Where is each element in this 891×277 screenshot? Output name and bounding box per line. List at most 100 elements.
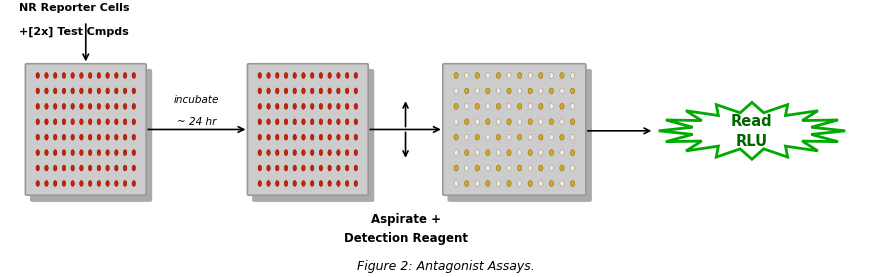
Ellipse shape: [123, 119, 127, 125]
Ellipse shape: [275, 119, 279, 125]
Ellipse shape: [79, 119, 83, 125]
Ellipse shape: [549, 181, 553, 186]
Ellipse shape: [486, 150, 490, 156]
Ellipse shape: [337, 88, 340, 94]
Ellipse shape: [539, 119, 543, 125]
Ellipse shape: [319, 103, 323, 109]
Ellipse shape: [293, 150, 297, 156]
Ellipse shape: [275, 73, 279, 78]
FancyBboxPatch shape: [448, 70, 591, 201]
Ellipse shape: [475, 150, 479, 156]
Ellipse shape: [486, 103, 490, 109]
Ellipse shape: [464, 134, 469, 140]
FancyBboxPatch shape: [253, 70, 373, 201]
Ellipse shape: [132, 103, 135, 109]
Ellipse shape: [258, 88, 262, 94]
Text: Aspirate +: Aspirate +: [371, 213, 440, 226]
Ellipse shape: [62, 88, 66, 94]
Ellipse shape: [464, 119, 469, 125]
Ellipse shape: [454, 181, 458, 186]
Ellipse shape: [328, 103, 331, 109]
Ellipse shape: [454, 119, 458, 125]
Ellipse shape: [337, 119, 340, 125]
Ellipse shape: [106, 119, 110, 125]
Ellipse shape: [518, 103, 522, 109]
Ellipse shape: [79, 134, 83, 140]
Ellipse shape: [53, 88, 57, 94]
Ellipse shape: [310, 73, 314, 78]
Ellipse shape: [507, 165, 511, 171]
Ellipse shape: [354, 134, 357, 140]
FancyBboxPatch shape: [248, 64, 368, 195]
Ellipse shape: [475, 165, 479, 171]
Ellipse shape: [319, 88, 323, 94]
Ellipse shape: [464, 150, 469, 156]
Ellipse shape: [454, 134, 458, 140]
Ellipse shape: [570, 73, 575, 78]
Ellipse shape: [518, 73, 522, 78]
Ellipse shape: [88, 134, 92, 140]
Ellipse shape: [302, 103, 306, 109]
Ellipse shape: [36, 73, 39, 78]
Ellipse shape: [115, 150, 119, 156]
Ellipse shape: [354, 103, 357, 109]
Ellipse shape: [475, 134, 479, 140]
Ellipse shape: [486, 181, 490, 186]
Ellipse shape: [507, 134, 511, 140]
Ellipse shape: [45, 165, 48, 171]
Ellipse shape: [319, 73, 323, 78]
Ellipse shape: [539, 165, 543, 171]
Text: +[2x] Test Cmpds: +[2x] Test Cmpds: [19, 27, 129, 37]
Ellipse shape: [53, 134, 57, 140]
Ellipse shape: [560, 119, 564, 125]
Ellipse shape: [62, 103, 66, 109]
Ellipse shape: [560, 181, 564, 186]
Ellipse shape: [346, 88, 349, 94]
Ellipse shape: [528, 181, 532, 186]
Ellipse shape: [528, 73, 532, 78]
Ellipse shape: [79, 181, 83, 186]
Ellipse shape: [310, 103, 314, 109]
Text: ~ 24 hr: ~ 24 hr: [177, 117, 217, 127]
Ellipse shape: [258, 73, 262, 78]
Ellipse shape: [539, 73, 543, 78]
Ellipse shape: [570, 181, 575, 186]
Ellipse shape: [62, 165, 66, 171]
Ellipse shape: [310, 134, 314, 140]
Ellipse shape: [507, 73, 511, 78]
Ellipse shape: [284, 181, 288, 186]
Ellipse shape: [560, 165, 564, 171]
Ellipse shape: [45, 150, 48, 156]
Ellipse shape: [496, 88, 501, 94]
Ellipse shape: [319, 119, 323, 125]
Ellipse shape: [45, 119, 48, 125]
Ellipse shape: [310, 150, 314, 156]
Ellipse shape: [71, 88, 75, 94]
Ellipse shape: [528, 103, 532, 109]
Ellipse shape: [106, 103, 110, 109]
Polygon shape: [658, 102, 846, 159]
Ellipse shape: [302, 88, 306, 94]
Ellipse shape: [346, 165, 349, 171]
Ellipse shape: [79, 88, 83, 94]
Ellipse shape: [354, 119, 357, 125]
Ellipse shape: [284, 119, 288, 125]
Ellipse shape: [266, 134, 270, 140]
Ellipse shape: [123, 88, 127, 94]
Ellipse shape: [346, 181, 349, 186]
Ellipse shape: [454, 165, 458, 171]
Ellipse shape: [302, 134, 306, 140]
Ellipse shape: [115, 134, 119, 140]
Ellipse shape: [45, 181, 48, 186]
Ellipse shape: [284, 150, 288, 156]
Ellipse shape: [518, 181, 522, 186]
Ellipse shape: [88, 103, 92, 109]
Ellipse shape: [475, 73, 479, 78]
Ellipse shape: [496, 119, 501, 125]
Ellipse shape: [570, 103, 575, 109]
Text: Figure 2: Antagonist Assays.: Figure 2: Antagonist Assays.: [356, 260, 535, 273]
Ellipse shape: [454, 103, 458, 109]
Ellipse shape: [115, 88, 119, 94]
Ellipse shape: [337, 73, 340, 78]
Ellipse shape: [45, 134, 48, 140]
